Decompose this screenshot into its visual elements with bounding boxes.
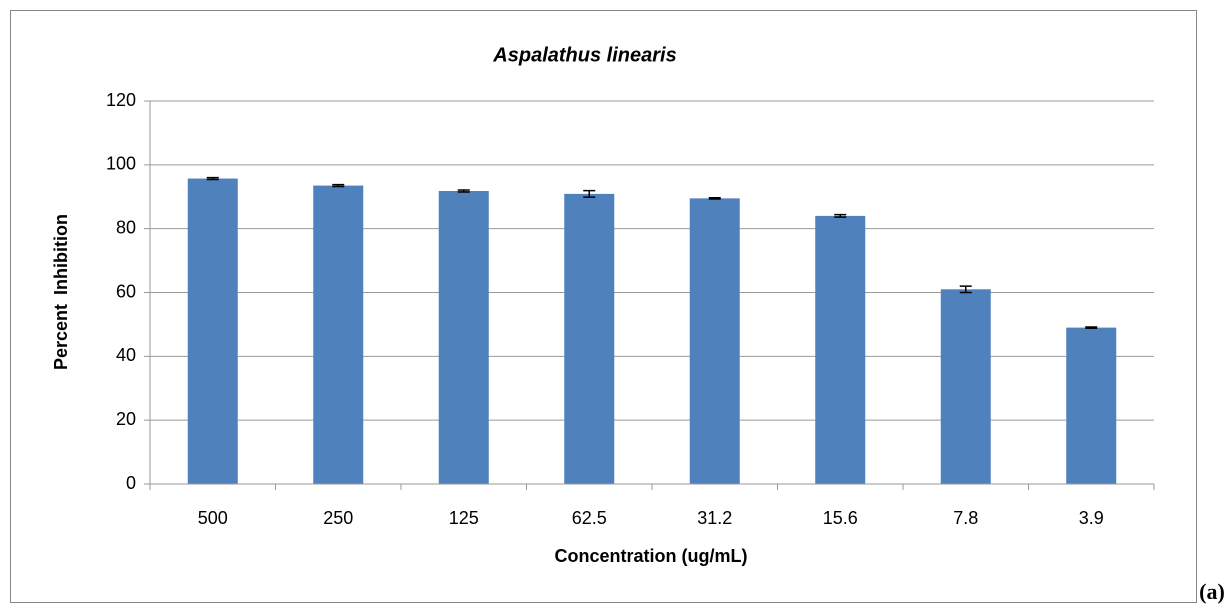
x-tick-label: 250 [323, 508, 353, 528]
x-tick-label: 3.9 [1079, 508, 1104, 528]
y-tick-label: 60 [116, 281, 136, 301]
y-tick-label: 20 [116, 409, 136, 429]
bar [438, 191, 489, 484]
x-tick-label: 125 [449, 508, 479, 528]
y-tick-label: 80 [116, 217, 136, 237]
x-tick-label: 15.6 [823, 508, 858, 528]
error-bar [708, 196, 721, 200]
x-tick-label: 62.5 [572, 508, 607, 528]
bar [564, 193, 615, 484]
error-bar [457, 189, 470, 193]
y-axis-title: Percent Inhibition [51, 214, 71, 370]
error-bar [332, 183, 345, 188]
bar [940, 289, 991, 484]
chart-title: Aspalathus linearis [492, 44, 676, 66]
error-bar [206, 176, 219, 181]
error-bar [959, 285, 972, 294]
bar [815, 215, 866, 484]
y-tick-label: 40 [116, 345, 136, 365]
y-tick-label: 120 [106, 90, 136, 110]
bar [689, 198, 740, 485]
x-tick-label: 500 [198, 508, 228, 528]
error-bar [1085, 326, 1098, 329]
error-bar [834, 213, 847, 218]
bar [313, 185, 364, 484]
x-tick-label: 31.2 [697, 508, 732, 528]
bar [187, 178, 238, 484]
annotation: (a) [1199, 579, 1225, 604]
y-tick-label: 100 [106, 154, 136, 174]
x-tick-label: 7.8 [953, 508, 978, 528]
error-bar [583, 189, 596, 198]
bar [1066, 327, 1117, 484]
y-tick-label: 0 [126, 473, 136, 493]
x-axis-title: Concentration (ug/mL) [555, 546, 748, 566]
